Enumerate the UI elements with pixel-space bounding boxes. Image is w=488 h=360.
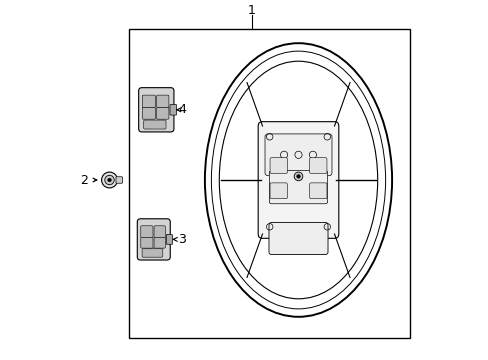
FancyBboxPatch shape — [137, 219, 170, 260]
FancyBboxPatch shape — [264, 134, 331, 176]
Text: 4: 4 — [178, 103, 185, 116]
FancyBboxPatch shape — [141, 226, 153, 238]
Text: 3: 3 — [178, 233, 185, 246]
Circle shape — [102, 172, 117, 188]
Circle shape — [296, 175, 300, 178]
FancyBboxPatch shape — [309, 158, 326, 174]
FancyBboxPatch shape — [269, 171, 327, 204]
Circle shape — [107, 178, 111, 182]
FancyBboxPatch shape — [154, 226, 165, 238]
FancyBboxPatch shape — [269, 158, 287, 174]
FancyBboxPatch shape — [142, 249, 163, 257]
FancyBboxPatch shape — [258, 122, 338, 238]
Circle shape — [294, 172, 302, 181]
FancyBboxPatch shape — [154, 237, 165, 248]
FancyBboxPatch shape — [139, 88, 174, 132]
FancyBboxPatch shape — [142, 95, 155, 108]
FancyBboxPatch shape — [141, 237, 153, 248]
Circle shape — [104, 175, 114, 185]
FancyBboxPatch shape — [143, 120, 166, 129]
FancyBboxPatch shape — [156, 95, 168, 108]
FancyBboxPatch shape — [309, 183, 326, 199]
FancyBboxPatch shape — [142, 108, 155, 119]
FancyBboxPatch shape — [268, 222, 327, 255]
FancyBboxPatch shape — [116, 177, 122, 183]
FancyBboxPatch shape — [170, 104, 176, 115]
FancyBboxPatch shape — [166, 234, 172, 244]
FancyBboxPatch shape — [156, 108, 168, 119]
FancyBboxPatch shape — [269, 183, 287, 199]
Bar — [129, 29, 409, 338]
Text: 2: 2 — [80, 174, 88, 186]
Text: 1: 1 — [247, 4, 255, 17]
